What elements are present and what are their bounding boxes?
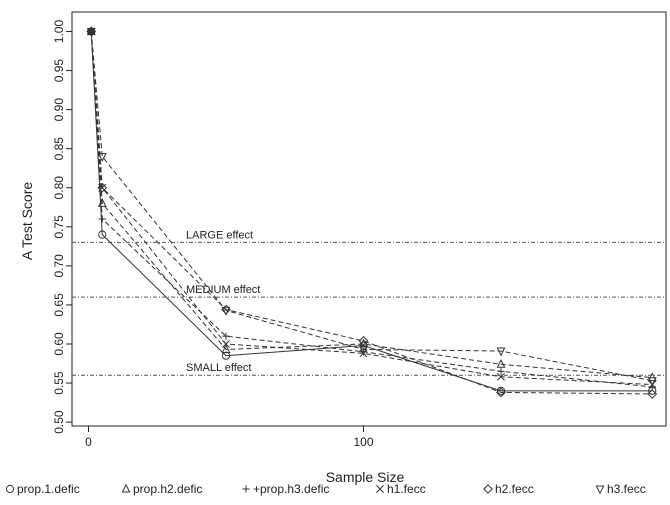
x-axis-label: Sample Size xyxy=(326,469,405,485)
x-tick-label: 100 xyxy=(353,435,373,449)
legend-item: prop.h2.defic xyxy=(121,482,202,496)
legend-label: prop.h2.defic xyxy=(133,482,202,496)
start-point xyxy=(87,27,96,36)
series-cross xyxy=(87,27,657,389)
y-tick-label: 1.00 xyxy=(52,20,66,44)
data-point xyxy=(496,358,506,368)
y-tick-label: 0.65 xyxy=(52,293,66,317)
data-point xyxy=(647,389,658,399)
legend-label: +prop.h3.defic xyxy=(253,482,329,496)
plot-frame-layer xyxy=(71,11,667,427)
legend-item: h1.fecc xyxy=(376,482,426,496)
legend-item: h2.fecc xyxy=(483,482,534,496)
threshold-layer: LARGE effect MEDIUM effect SMALL effect xyxy=(72,229,666,376)
data-point xyxy=(358,335,369,346)
y-tick-label: 0.85 xyxy=(52,137,66,161)
legend-marker xyxy=(595,485,605,495)
axis-layer: 0.50 0.55 0.60 0.65 0.70 0.75 0.80 0.85 0.90 0.95… xyxy=(52,20,374,449)
series-triangle-down xyxy=(86,28,657,387)
legend-marker xyxy=(121,483,131,493)
y-tick-label: 0.90 xyxy=(52,98,66,122)
y-tick-label: 0.50 xyxy=(52,410,66,434)
legend-label: prop.1.defic xyxy=(17,482,80,496)
data-point xyxy=(647,372,657,382)
x-tick-label: 0 xyxy=(85,435,92,449)
series-line xyxy=(90,31,653,388)
plot-frame xyxy=(71,11,667,427)
threshold-label: LARGE effect xyxy=(186,229,253,241)
data-point xyxy=(221,306,231,316)
y-tick-label: 0.75 xyxy=(52,215,66,239)
series-line xyxy=(90,31,653,379)
y-tick-label: 0.55 xyxy=(52,371,66,395)
threshold-label: SMALL effect xyxy=(186,362,251,374)
legend: prop.1.defic prop.h2.defic +prop.h3.defic h… xyxy=(5,482,646,496)
legend-label: h3.fecc xyxy=(607,482,646,496)
legend-marker xyxy=(242,485,250,493)
series-plus xyxy=(87,27,656,391)
series-triangle-up xyxy=(86,26,657,382)
y-tick-label: 0.70 xyxy=(52,254,66,278)
data-point xyxy=(496,386,506,395)
legend-item: prop.1.defic xyxy=(5,482,80,496)
data-point xyxy=(359,345,368,355)
data-point xyxy=(98,215,106,223)
data-point xyxy=(97,182,108,193)
series-line xyxy=(90,31,653,395)
y-tick-label: 0.95 xyxy=(52,59,66,83)
y-tick-label: 0.60 xyxy=(52,332,66,356)
data-point xyxy=(221,344,231,353)
legend-marker xyxy=(483,484,493,494)
series-line xyxy=(90,31,653,392)
threshold-label: MEDIUM effect xyxy=(186,284,260,296)
series-line xyxy=(90,31,653,382)
legend-marker xyxy=(5,484,15,494)
data-point xyxy=(222,332,230,340)
data-point xyxy=(97,198,107,207)
series-line xyxy=(90,31,653,386)
y-tick-label: 0.80 xyxy=(52,176,66,200)
series-diamond xyxy=(86,26,658,399)
data-point xyxy=(222,340,230,348)
data-point xyxy=(97,153,107,162)
data-point xyxy=(496,347,506,357)
series-circle xyxy=(87,27,657,395)
y-axis-label: A Test Score xyxy=(19,182,35,261)
data-point xyxy=(98,230,107,239)
series-layer xyxy=(86,26,658,399)
legend-marker xyxy=(376,485,384,493)
legend-label: h2.fecc xyxy=(495,482,534,496)
legend-item: +prop.h3.defic xyxy=(242,482,329,496)
data-point xyxy=(496,387,506,398)
data-point xyxy=(497,367,505,375)
legend-label: h1.fecc xyxy=(387,482,426,496)
data-point xyxy=(497,372,505,381)
data-point xyxy=(647,377,657,387)
legend-item: h3.fecc xyxy=(595,482,646,496)
